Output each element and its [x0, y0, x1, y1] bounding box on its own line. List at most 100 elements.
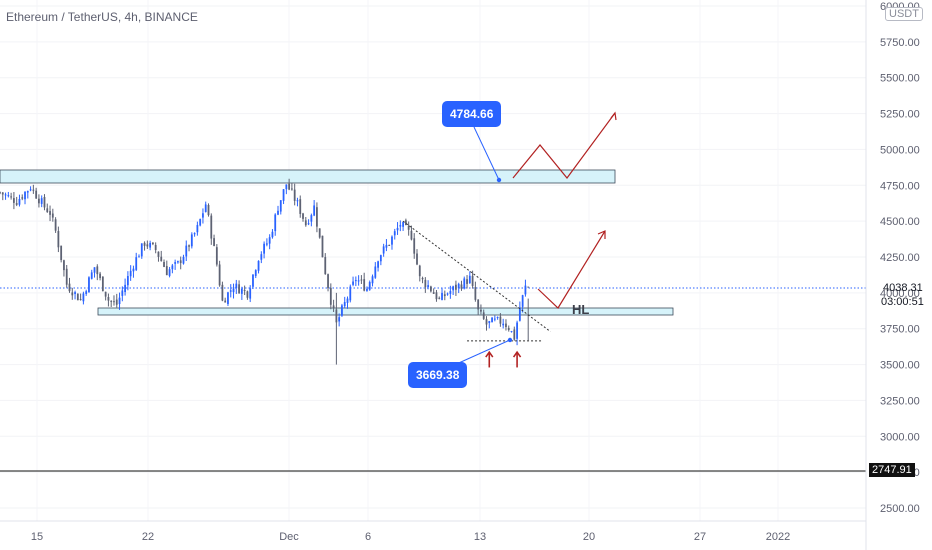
- candle-body: [215, 247, 218, 265]
- candle-body: [179, 260, 182, 264]
- descending-trendline[interactable]: [402, 220, 551, 332]
- y-tick-label: 5500.00: [880, 73, 920, 85]
- chart-gridlines: [0, 0, 866, 521]
- candle-body: [318, 228, 321, 238]
- currency-unit-badge[interactable]: USDT: [885, 7, 923, 21]
- candle-body: [57, 231, 60, 248]
- candle-body: [160, 256, 163, 262]
- candle-body: [343, 302, 346, 307]
- projection-arrow-upper[interactable]: [512, 112, 616, 179]
- projection-arrow-upper-head[interactable]: [610, 111, 617, 121]
- projection-arrow-lower-head[interactable]: [597, 230, 606, 239]
- candle-body: [168, 269, 171, 276]
- projection-arrow-lower[interactable]: [537, 230, 606, 309]
- candle-body: [438, 297, 441, 299]
- candle-body: [182, 256, 185, 264]
- horizontal-level-price-tag[interactable]: 2747.91: [869, 463, 915, 477]
- candle-body: [274, 214, 277, 232]
- candle-body: [1, 192, 4, 195]
- candle-body: [496, 317, 499, 319]
- candle-body: [40, 198, 43, 204]
- candle-body: [455, 284, 457, 290]
- candle-body: [502, 323, 505, 326]
- candle-body: [518, 307, 521, 321]
- candle-body: [480, 309, 482, 312]
- candle-body: [432, 292, 435, 294]
- price-axis[interactable]: 2500.002750.003000.003250.003500.003750.…: [880, 1, 920, 515]
- candle-body: [132, 268, 135, 272]
- x-tick-label: 22: [142, 531, 154, 543]
- candle-body: [224, 300, 227, 303]
- candle-body: [510, 331, 513, 333]
- candle-body: [324, 257, 327, 275]
- candle-body: [104, 291, 107, 297]
- candle-body: [115, 299, 118, 305]
- candle-body: [302, 213, 304, 219]
- candle-body: [452, 286, 455, 291]
- candle-body: [38, 198, 40, 204]
- candle-body: [18, 199, 21, 205]
- hl-label: HL: [572, 302, 590, 317]
- candle-body: [235, 283, 238, 289]
- candle-body: [468, 275, 471, 284]
- candle-body: [391, 236, 393, 245]
- support-zone[interactable]: [97, 307, 674, 316]
- bar-countdown-tag: 03:00:51: [881, 296, 924, 308]
- last-price-tag[interactable]: 4038.31: [883, 282, 923, 294]
- candle-body: [85, 291, 88, 295]
- callout-low-pointer: [451, 339, 511, 367]
- candle-body: [93, 267, 96, 273]
- candle-body: [349, 286, 352, 301]
- candle-body: [229, 290, 232, 292]
- callout-swing-low[interactable]: 3669.38: [408, 362, 468, 388]
- candle-body: [341, 305, 343, 316]
- up-arrow-head: [512, 350, 522, 358]
- candle-body: [65, 268, 68, 285]
- candle-body: [457, 283, 460, 289]
- candle-body: [193, 233, 196, 235]
- candle-body: [466, 279, 468, 284]
- candle-body: [418, 265, 421, 277]
- candle-body: [435, 292, 438, 300]
- candle-body: [346, 298, 349, 303]
- candle-body: [218, 264, 221, 286]
- candle-body: [396, 227, 399, 231]
- candle-body: [227, 292, 229, 304]
- candle-body: [374, 266, 377, 278]
- candle-body: [379, 255, 382, 262]
- resistance-zone[interactable]: [0, 169, 616, 184]
- candle-body: [171, 265, 174, 270]
- candle-body: [321, 235, 324, 258]
- candle-body: [138, 256, 140, 258]
- candle-body: [263, 243, 265, 254]
- time-axis[interactable]: 15 22 Dec 6 13 20 27 2022: [31, 531, 790, 543]
- candle-body: [316, 207, 318, 227]
- candle-body: [124, 284, 126, 293]
- y-tick-label: 3500.00: [880, 360, 920, 372]
- candle-body: [460, 284, 463, 289]
- candle-body: [199, 219, 202, 226]
- callout-swing-high[interactable]: 4784.66: [442, 101, 502, 127]
- x-tick-label: 20: [583, 531, 595, 543]
- x-tick-label: Dec: [279, 531, 299, 543]
- candle-body: [399, 225, 402, 227]
- candle-body: [118, 297, 121, 305]
- candle-body: [146, 244, 149, 247]
- candle-body: [177, 261, 179, 263]
- candle-body: [107, 297, 110, 301]
- candle-body: [268, 237, 271, 244]
- candle-body: [291, 188, 293, 190]
- candle-body: [357, 280, 360, 282]
- candle-body: [257, 260, 260, 271]
- candle-body: [413, 238, 416, 254]
- candle-body: [46, 208, 49, 213]
- candle-body: [293, 189, 296, 201]
- candle-body: [410, 230, 413, 240]
- candle-body: [488, 321, 491, 323]
- candle-body: [96, 266, 99, 275]
- candle-body: [126, 276, 129, 286]
- candle-body: [382, 246, 385, 254]
- candle-body: [327, 274, 329, 289]
- candle-body: [249, 288, 252, 299]
